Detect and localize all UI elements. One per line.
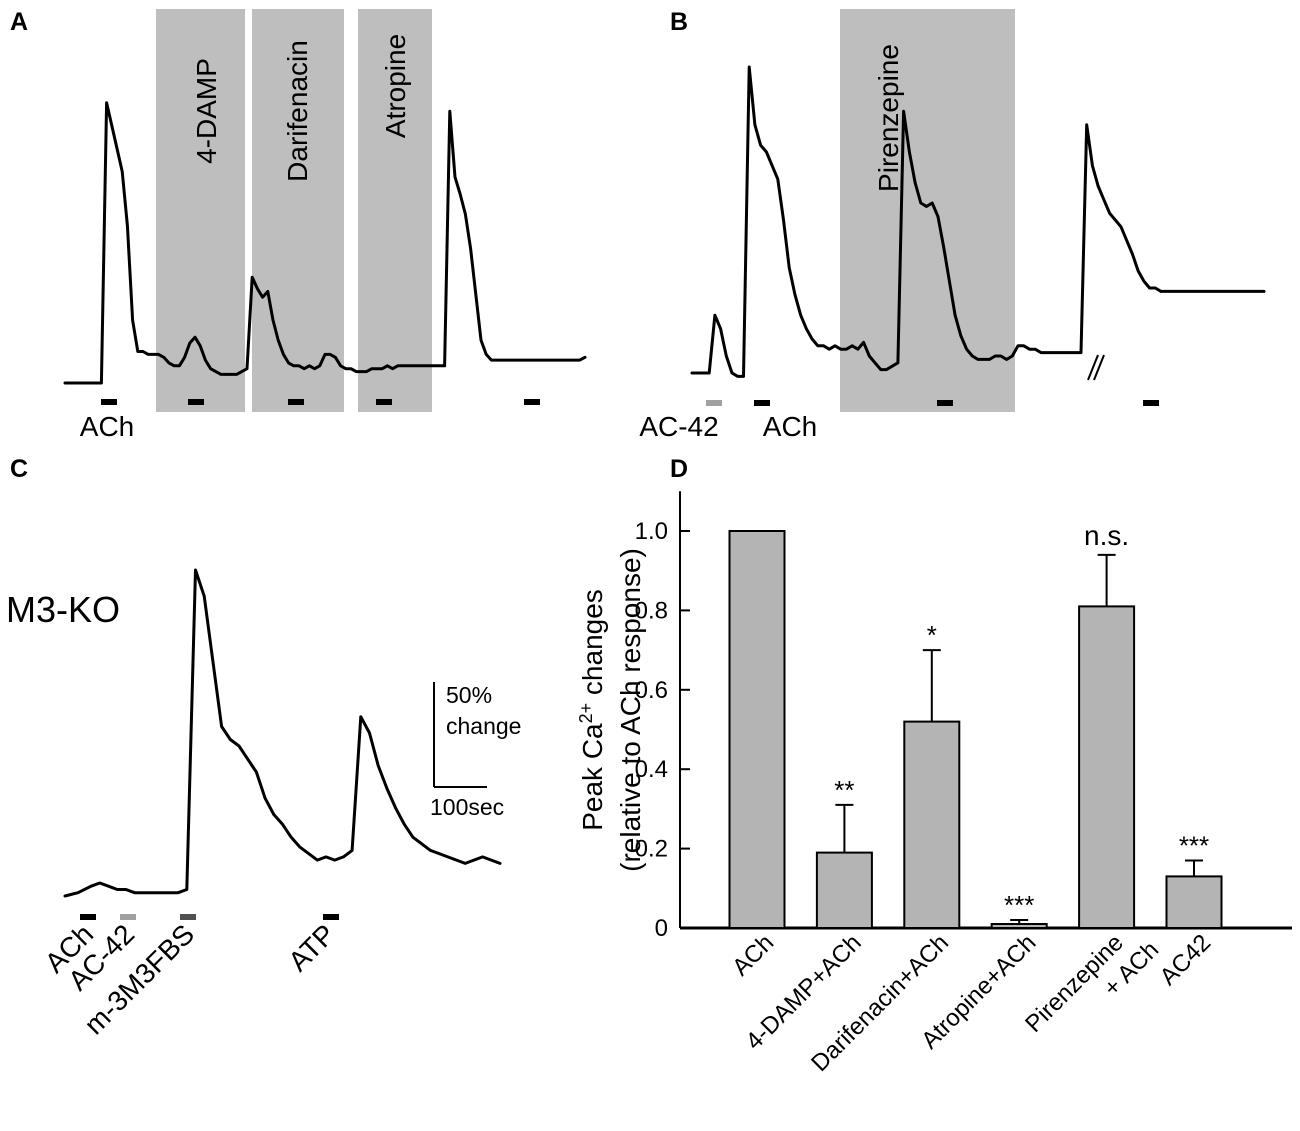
label-a-ach: ACh xyxy=(80,411,134,442)
x-tick-label: Pirenzepine+ ACh xyxy=(1020,915,1164,1059)
bar-chart: 00.20.40.60.81.0ACh**4-DAMP+ACh*Darifena… xyxy=(635,491,1292,1077)
axis-break-b xyxy=(1087,354,1105,381)
label-atropine: Atropine xyxy=(380,34,411,138)
stimulus-marker-c-atp xyxy=(323,914,339,920)
stimulus-marker-a-recovery xyxy=(524,399,540,405)
panel-a: A 4-DAMP Darifenacin Atropine ACh xyxy=(10,8,587,442)
significance-label: *** xyxy=(1004,890,1034,920)
significance-label: *** xyxy=(1179,831,1209,861)
label-4-damp: 4-DAMP xyxy=(191,58,222,164)
panel-b-letter: B xyxy=(670,8,688,36)
bar xyxy=(1165,875,1223,930)
bar xyxy=(815,851,873,929)
y-axis-label-line1: Peak Ca2+ changes xyxy=(576,589,608,831)
scale-bar-y-label-line2: change xyxy=(446,713,521,739)
panel-b: B Pirenzepine AC-42 ACh xyxy=(639,8,1266,442)
panel-c: C M3-KO 50% change 100sec ACh AC-42 m-3M… xyxy=(6,455,521,1040)
bar xyxy=(728,530,786,929)
panel-d-letter: D xyxy=(670,455,688,483)
stimulus-marker-c-ac42 xyxy=(120,914,136,920)
label-b-ac42: AC-42 xyxy=(639,411,718,442)
trace-c xyxy=(63,568,502,898)
panel-c-letter: C xyxy=(10,455,28,483)
panel-d: D Peak Ca2+ changes (relative to ACh res… xyxy=(576,455,1292,1077)
significance-label: n.s. xyxy=(1084,520,1129,551)
trace-a xyxy=(63,101,587,385)
y-tick-label: 0.2 xyxy=(635,836,668,863)
stimulus-marker-b-ac42 xyxy=(706,400,722,406)
stimulus-marker-a-darifenacin xyxy=(288,399,304,405)
scale-bar: 50% change 100sec xyxy=(430,682,521,820)
scale-bar-y-label-line1: 50% xyxy=(446,682,492,708)
scale-bar-x-label: 100sec xyxy=(430,794,504,820)
stimulus-marker-b-recovery xyxy=(1143,400,1159,406)
stimulus-marker-a-4-damp xyxy=(188,399,204,405)
label-pirenzepine: Pirenzepine xyxy=(873,44,904,192)
x-tick-label: ACh xyxy=(727,929,779,981)
y-tick-label: 1.0 xyxy=(635,518,668,545)
bar xyxy=(1078,605,1136,930)
stimulus-marker-c-m3m3fbs xyxy=(180,914,196,920)
y-tick-label: 0.6 xyxy=(635,677,668,704)
label-m3-ko: M3-KO xyxy=(6,589,120,630)
stimulus-marker-a-ach xyxy=(101,399,117,405)
y-tick-label: 0.8 xyxy=(635,597,668,624)
y-tick-label: 0 xyxy=(655,915,668,942)
significance-label: ** xyxy=(834,775,854,805)
shaded-region-atropine xyxy=(358,9,432,412)
y-tick-label: 0.4 xyxy=(635,756,668,783)
y-axis-label-line2: (relative to ACh response) xyxy=(615,548,646,872)
stimulus-marker-a-atropine xyxy=(376,399,392,405)
label-b-ach: ACh xyxy=(763,411,817,442)
panel-a-letter: A xyxy=(10,8,28,36)
bar xyxy=(903,720,961,929)
x-tick-label: AC42 xyxy=(1155,929,1217,991)
trace-b xyxy=(690,65,1266,378)
bar xyxy=(990,923,1048,929)
label-darifenacin: Darifenacin xyxy=(282,40,313,182)
shaded-region-pirenzepine xyxy=(840,9,1015,412)
shaded-region-darifenacin xyxy=(252,9,344,412)
label-c-atp: ATP xyxy=(282,918,341,977)
stimulus-marker-b-ach xyxy=(754,400,770,406)
significance-label: * xyxy=(927,620,937,650)
stimulus-marker-b-pirenzepine xyxy=(937,400,953,406)
stimulus-marker-c-ach xyxy=(80,914,96,920)
